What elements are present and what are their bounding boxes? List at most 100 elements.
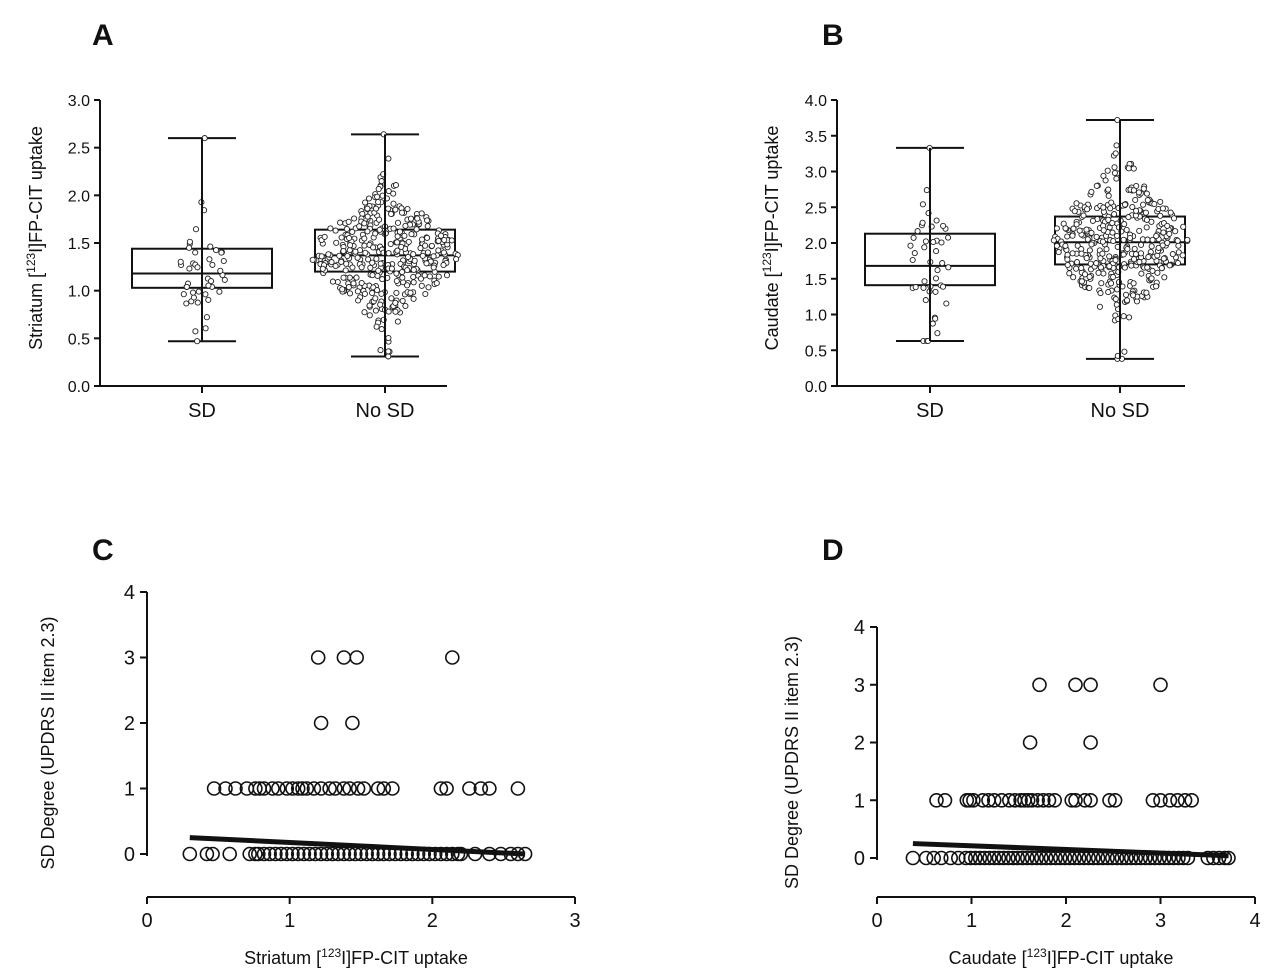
scatter-point — [313, 781, 329, 796]
scatter-point — [1020, 792, 1036, 808]
data-point — [1158, 265, 1165, 272]
data-point — [394, 239, 401, 246]
scatter-point — [1162, 792, 1178, 808]
regression-line — [912, 841, 1229, 859]
data-point — [1113, 232, 1121, 239]
data-point — [1149, 236, 1156, 243]
data-point — [1138, 270, 1145, 277]
panel-letter-d: D — [822, 534, 844, 567]
data-point — [1076, 227, 1083, 234]
data-point — [920, 284, 927, 291]
data-point — [1167, 209, 1174, 216]
data-point — [922, 238, 929, 245]
data-point — [351, 215, 358, 222]
y-tick-label: 1.5 — [68, 236, 90, 253]
data-point — [390, 200, 397, 207]
data-point — [1084, 236, 1091, 243]
data-point — [350, 280, 357, 287]
scatter-point — [302, 846, 317, 862]
data-point — [207, 278, 215, 285]
data-point — [216, 288, 223, 295]
regression-line — [189, 835, 526, 857]
data-point — [1088, 188, 1095, 195]
box-plot-no-sd — [1050, 116, 1191, 362]
scatter-point — [1047, 792, 1062, 808]
x-axis-title: Striatum [123I]FP-CIT uptake — [244, 946, 468, 968]
scatter-point — [1083, 792, 1098, 808]
scatter-point — [966, 792, 981, 808]
data-point — [417, 275, 425, 282]
data-point — [399, 297, 406, 304]
data-point — [374, 193, 381, 200]
data-point — [183, 300, 190, 307]
data-point — [418, 236, 426, 243]
x-tick-label: 1 — [284, 910, 295, 932]
data-point — [435, 237, 442, 244]
data-point — [1123, 226, 1130, 233]
data-point — [318, 253, 325, 260]
data-point — [1105, 186, 1112, 193]
data-point — [1175, 249, 1182, 256]
panel-a: A 0.0 0.5 1.0 1.5 2.0 2.5 3.0 SD No SD Striatum [1… — [24, 19, 461, 422]
data-point — [394, 219, 402, 226]
data-point — [430, 253, 437, 260]
data-point — [353, 274, 360, 281]
data-point — [1062, 225, 1069, 232]
data-point — [393, 270, 400, 277]
box-plot-sd — [131, 135, 273, 345]
data-point — [385, 188, 392, 195]
data-point — [1132, 196, 1139, 204]
data-point — [1120, 313, 1127, 320]
data-point — [1110, 273, 1117, 281]
data-point — [1122, 291, 1130, 298]
data-point — [424, 223, 431, 230]
data-point — [1144, 236, 1151, 243]
data-point — [910, 234, 917, 241]
data-point — [183, 283, 190, 290]
data-point — [1064, 256, 1071, 263]
scatter-point — [444, 650, 460, 665]
data-point — [338, 258, 345, 265]
box-plot-sd — [864, 144, 996, 345]
data-point — [364, 213, 371, 220]
data-point — [1105, 216, 1112, 223]
data-point — [1143, 190, 1150, 197]
data-point — [1093, 260, 1100, 267]
scatter-point — [986, 792, 1002, 808]
data-point — [342, 267, 349, 274]
data-point — [372, 230, 379, 237]
data-point — [414, 215, 421, 222]
scatter-point — [285, 846, 300, 862]
data-point — [1097, 290, 1104, 297]
data-point — [1086, 247, 1093, 254]
data-point — [1164, 239, 1171, 246]
data-point — [375, 198, 382, 206]
data-point — [333, 239, 340, 246]
scatter-point — [336, 781, 352, 796]
data-point — [362, 199, 369, 206]
data-point — [1124, 245, 1131, 253]
data-point — [364, 205, 371, 212]
x-tick-label: No SD — [356, 400, 415, 422]
data-point — [1071, 208, 1078, 215]
data-point — [1113, 142, 1120, 149]
data-point — [421, 272, 428, 279]
data-point — [361, 242, 368, 249]
data-point — [361, 235, 368, 242]
data-point — [1093, 233, 1100, 240]
data-point — [1161, 274, 1168, 281]
data-point — [435, 273, 442, 280]
data-point — [1128, 262, 1135, 269]
data-point — [909, 256, 916, 264]
scatter-point — [349, 650, 365, 665]
scatter-point — [1206, 850, 1221, 866]
scatter-point — [1177, 792, 1193, 808]
data-point — [361, 309, 368, 316]
data-point — [375, 185, 382, 193]
data-point — [426, 273, 433, 280]
data-point — [373, 255, 380, 262]
data-point — [1053, 242, 1060, 249]
y-tick-label: 0 — [854, 848, 865, 870]
data-point — [344, 252, 351, 260]
data-point — [186, 265, 193, 272]
